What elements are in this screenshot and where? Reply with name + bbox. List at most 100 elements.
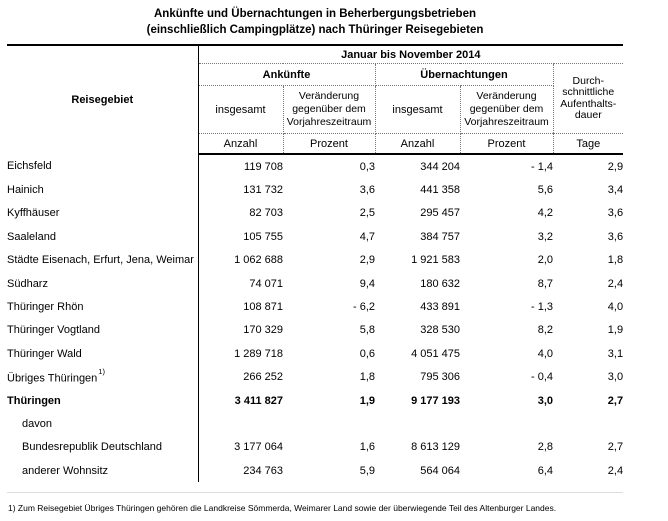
cell-ankuenfte-prozent: 0,3 bbox=[359, 160, 375, 173]
cell-aufenthaltsdauer-tage: 3,1 bbox=[607, 347, 624, 360]
cell-aufenthaltsdauer-tage: 2,4 bbox=[607, 277, 624, 290]
table-row: Bundesrepublik Deutschland 3 177 064 1,6… bbox=[7, 435, 624, 460]
cell-aufenthaltsdauer-tage: 1,8 bbox=[607, 254, 624, 267]
row-label: davon bbox=[7, 412, 199, 436]
table-row: Thüringer Vogtland 170 329 5,8 328 530 8… bbox=[7, 318, 624, 343]
cell-ankuenfte-anzahl: 3 177 064 bbox=[234, 441, 283, 454]
avg-stay-line: Aufenthalts- bbox=[560, 97, 617, 110]
cell-ankuenfte-prozent: 3,6 bbox=[359, 184, 375, 197]
cell-aufenthaltsdauer-tage: 2,7 bbox=[607, 441, 624, 454]
table-body: Eichsfeld 119 708 0,3 344 204 - 1,4 2,9 … bbox=[7, 154, 624, 483]
cell-uebernachtungen-anzahl: 795 306 bbox=[420, 371, 460, 384]
cell-uebernachtungen-prozent: 3,0 bbox=[537, 394, 553, 407]
column-header-aufenthaltsdauer: Durch- schnittliche Aufenthalts- dauer bbox=[553, 63, 624, 134]
cell-ankuenfte-anzahl: 131 732 bbox=[243, 184, 283, 197]
cell-uebernachtungen-anzahl: 344 204 bbox=[420, 160, 460, 173]
cell-uebernachtungen-anzahl: 441 358 bbox=[420, 184, 460, 197]
avg-stay-line: Durch- bbox=[572, 74, 605, 87]
avg-stay-line: dauer bbox=[574, 109, 602, 121]
cell-ankuenfte-anzahl: 1 289 718 bbox=[234, 347, 283, 360]
unit-header-prozent: Prozent bbox=[460, 133, 554, 155]
cell-ankuenfte-anzahl: 105 755 bbox=[243, 230, 283, 243]
cell-aufenthaltsdauer-tage: 3,6 bbox=[607, 230, 624, 243]
cell-ankuenfte-prozent: 1,8 bbox=[359, 371, 375, 384]
row-label: Südharz bbox=[7, 271, 199, 296]
cell-uebernachtungen-anzahl: 8 613 129 bbox=[411, 441, 460, 454]
column-header-ankuenfte-insgesamt: insgesamt bbox=[198, 85, 284, 134]
veraenderung-line: Veränderung bbox=[476, 90, 537, 102]
row-label-text: Übriges Thüringen bbox=[7, 372, 98, 385]
cell-uebernachtungen-prozent: 8,2 bbox=[537, 324, 553, 337]
cell-uebernachtungen-prozent: 2,8 bbox=[537, 441, 553, 454]
cell-ankuenfte-prozent bbox=[283, 412, 375, 435]
unit-header-anzahl: Anzahl bbox=[375, 133, 461, 155]
veraenderung-line: gegenüber dem bbox=[292, 103, 366, 115]
table-row: Übriges Thüringen1) 266 252 1,8 795 306 … bbox=[7, 365, 624, 389]
table-row: davon bbox=[7, 412, 623, 436]
row-label: Thüringer Wald bbox=[7, 342, 199, 366]
cell-ankuenfte-anzahl: 170 329 bbox=[243, 324, 283, 337]
cell-uebernachtungen-anzahl: 328 530 bbox=[420, 324, 460, 337]
cell-ankuenfte-prozent: - 6,2 bbox=[352, 301, 375, 314]
unit-header-prozent: Prozent bbox=[283, 133, 376, 155]
row-label: Thüringer Vogtland bbox=[7, 318, 199, 343]
cell-uebernachtungen-prozent: 6,4 bbox=[537, 464, 553, 477]
cell-ankuenfte-anzahl: 266 252 bbox=[243, 371, 283, 384]
cell-aufenthaltsdauer-tage: 4,0 bbox=[607, 301, 624, 314]
cell-uebernachtungen-anzahl: 564 064 bbox=[420, 464, 460, 477]
table-row: Saaleland 105 755 4,7 384 757 3,2 3,6 bbox=[7, 225, 624, 249]
cell-uebernachtungen-prozent: - 1,4 bbox=[530, 160, 553, 173]
table-row: Südharz 74 071 9,4 180 632 8,7 2,4 bbox=[7, 271, 624, 296]
row-label: Thüringer Rhön bbox=[7, 295, 199, 319]
cell-aufenthaltsdauer-tage: 2,9 bbox=[607, 160, 624, 173]
column-header-ankuenfte: Ankünfte bbox=[198, 63, 376, 86]
cell-ankuenfte-prozent: 5,9 bbox=[359, 464, 375, 477]
footnote-marker: 1) bbox=[98, 366, 105, 376]
row-label: Saaleland bbox=[7, 225, 199, 249]
cell-aufenthaltsdauer-tage: 1,9 bbox=[607, 324, 624, 337]
statistics-table: Reisegebiet Januar bis November 2014 Ank… bbox=[7, 44, 624, 483]
cell-uebernachtungen-anzahl: 4 051 475 bbox=[411, 347, 460, 360]
veraenderung-line: Vorjahreszeitraum bbox=[464, 116, 549, 128]
cell-ankuenfte-prozent: 1,9 bbox=[359, 394, 375, 407]
cell-uebernachtungen-anzahl: 180 632 bbox=[420, 277, 460, 290]
cell-aufenthaltsdauer-tage: 2,7 bbox=[607, 394, 624, 407]
cell-uebernachtungen-anzahl: 433 891 bbox=[420, 301, 460, 314]
cell-uebernachtungen-anzahl: 384 757 bbox=[420, 230, 460, 243]
column-header-reisegebiet: Reisegebiet bbox=[7, 45, 199, 154]
cell-ankuenfte-prozent: 2,5 bbox=[359, 207, 375, 220]
table-row: Thüringer Rhön 108 871 - 6,2 433 891 - 1… bbox=[7, 295, 624, 319]
cell-uebernachtungen-anzahl bbox=[375, 412, 460, 435]
row-label: Kyffhäuser bbox=[7, 201, 199, 226]
cell-ankuenfte-prozent: 4,7 bbox=[359, 230, 375, 243]
unit-header-anzahl: Anzahl bbox=[198, 133, 284, 155]
row-label: Hainich bbox=[7, 178, 199, 202]
table-row: Eichsfeld 119 708 0,3 344 204 - 1,4 2,9 bbox=[7, 154, 624, 179]
title-line-2: (einschließlich Campingplätze) nach Thür… bbox=[146, 24, 484, 36]
cell-ankuenfte-anzahl: 234 763 bbox=[243, 464, 283, 477]
cell-uebernachtungen-prozent: - 0,4 bbox=[530, 371, 553, 384]
row-label: Eichsfeld bbox=[7, 154, 199, 179]
column-header-ankuenfte-veraenderung: Veränderung gegenüber dem Vorjahreszeitr… bbox=[283, 85, 376, 134]
row-label: anderer Wohnsitz bbox=[7, 459, 199, 483]
cell-uebernachtungen-prozent: - 1,3 bbox=[530, 301, 553, 314]
table-row: Kyffhäuser 82 703 2,5 295 457 4,2 3,6 bbox=[7, 201, 624, 226]
cell-aufenthaltsdauer-tage: 3,0 bbox=[607, 371, 624, 384]
cell-ankuenfte-anzahl: 119 708 bbox=[244, 160, 283, 173]
cell-ankuenfte-prozent: 9,4 bbox=[359, 277, 375, 290]
cell-ankuenfte-anzahl bbox=[198, 412, 283, 435]
cell-uebernachtungen-prozent: 4,2 bbox=[537, 207, 553, 220]
veraenderung-line: Veränderung bbox=[298, 90, 360, 102]
row-label: Bundesrepublik Deutschland bbox=[7, 435, 199, 460]
cell-aufenthaltsdauer-tage: 2,4 bbox=[607, 464, 624, 477]
cell-ankuenfte-anzahl: 1 062 688 bbox=[234, 254, 283, 267]
cell-ankuenfte-prozent: 1,6 bbox=[359, 441, 375, 454]
cell-uebernachtungen-anzahl: 9 177 193 bbox=[411, 394, 460, 407]
cell-aufenthaltsdauer-tage: 3,6 bbox=[607, 207, 624, 220]
cell-ankuenfte-anzahl: 74 071 bbox=[249, 277, 283, 290]
cell-aufenthaltsdauer-tage: 3,4 bbox=[607, 184, 624, 197]
cell-ankuenfte-prozent: 2,9 bbox=[359, 254, 375, 267]
cell-uebernachtungen-prozent: 3,2 bbox=[537, 230, 553, 243]
cell-aufenthaltsdauer-tage bbox=[553, 412, 623, 435]
avg-stay-line: schnittliche bbox=[562, 86, 615, 98]
